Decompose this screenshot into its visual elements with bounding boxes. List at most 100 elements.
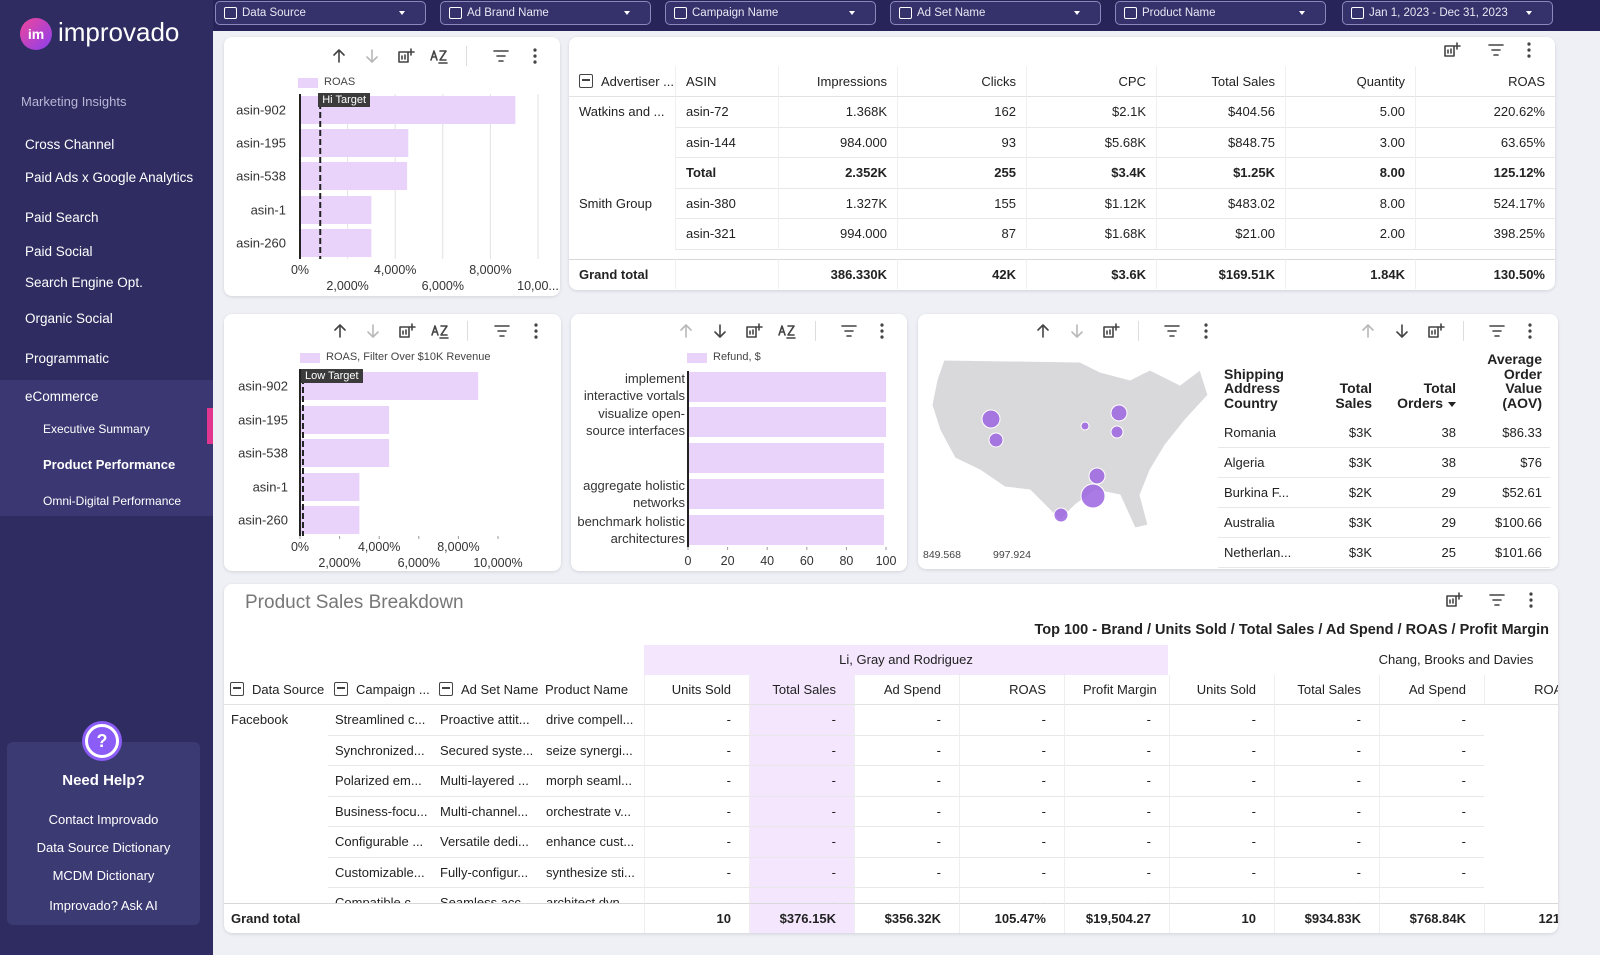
help-link[interactable]: Contact Improvado xyxy=(48,812,159,827)
icon-path xyxy=(1362,324,1374,338)
toolbar-chart[interactable] xyxy=(397,321,417,341)
map-bubble[interactable] xyxy=(981,409,1001,429)
table-cell: - xyxy=(959,766,1064,797)
table-cell: $3K xyxy=(1328,538,1380,568)
sidebar: im improvado Marketing Insights Cross Chann… xyxy=(0,0,213,955)
filter-dropdown[interactable]: Jan 1, 2023 - Dec 31, 2023 xyxy=(1342,1,1553,25)
toolbar-more[interactable] xyxy=(1521,590,1541,610)
table-cell: 93 xyxy=(897,127,1026,158)
nav-item[interactable]: eCommerce xyxy=(25,389,99,404)
filter-caret xyxy=(399,11,405,15)
toolbar-down[interactable] xyxy=(710,321,730,341)
toolbar-chart[interactable] xyxy=(396,46,416,66)
toolbar-filter[interactable] xyxy=(839,321,859,341)
filter-dropdown[interactable]: Product Name xyxy=(1115,1,1326,25)
grand-total-cell: 105.47% xyxy=(959,903,1064,933)
toolbar-filter[interactable] xyxy=(492,321,512,341)
toolbar-up[interactable] xyxy=(329,46,349,66)
filter-dropdown[interactable]: Campaign Name xyxy=(665,1,876,25)
table-cell: Secured syste... xyxy=(433,736,539,766)
map-bubble[interactable] xyxy=(1080,483,1106,509)
toolbar-up[interactable] xyxy=(1358,321,1378,341)
collapse-toggle[interactable] xyxy=(579,74,593,88)
nav-item[interactable]: Cross Channel xyxy=(25,137,115,152)
toolbar-chart[interactable] xyxy=(1444,590,1464,610)
toolbar-chart[interactable] xyxy=(1426,321,1446,341)
toolbar-down[interactable] xyxy=(363,321,383,341)
y-category-label: asin-260 xyxy=(238,512,288,528)
nav-item[interactable]: Paid Social xyxy=(25,244,93,259)
toolbar-up[interactable] xyxy=(676,321,696,341)
filter-dropdown[interactable]: Ad Set Name xyxy=(890,1,1101,25)
toolbar-up[interactable] xyxy=(1033,321,1053,341)
grand-total-cell: 10 xyxy=(1169,903,1274,933)
toolbar-more[interactable] xyxy=(525,46,545,66)
toolbar-more[interactable] xyxy=(1519,40,1539,60)
toolbar-more[interactable] xyxy=(872,321,892,341)
map-bubble[interactable] xyxy=(1080,421,1090,431)
toolbar-chart[interactable] xyxy=(744,321,764,341)
table-header: Campaign ... xyxy=(328,675,433,705)
table-cell: Customizable... xyxy=(328,858,433,888)
toolbar-chart[interactable] xyxy=(1101,321,1121,341)
table-cell: Total xyxy=(675,158,778,189)
collapse-toggle[interactable] xyxy=(439,682,453,696)
toolbar-az[interactable] xyxy=(430,321,450,341)
header-text: Impressions xyxy=(816,74,887,89)
toolbar-more[interactable] xyxy=(1520,321,1540,341)
collapse-toggle[interactable] xyxy=(230,682,244,696)
help-link[interactable]: MCDM Dictionary xyxy=(52,868,155,883)
table-header: ROAS xyxy=(959,675,1064,705)
toolbar-filter[interactable] xyxy=(1487,321,1507,341)
toolbar-filter[interactable] xyxy=(1162,321,1182,341)
table-header: ROAS xyxy=(1484,675,1558,705)
toolbar-chart[interactable] xyxy=(1442,40,1462,60)
table-header: Ad Spend xyxy=(854,675,959,705)
filter-dropdown[interactable]: Ad Brand Name xyxy=(440,1,651,25)
toolbar-filter[interactable] xyxy=(1487,590,1507,610)
table-header: Product Name xyxy=(539,675,644,705)
nav-item[interactable]: Search Engine Opt. xyxy=(25,275,143,290)
nav-item[interactable]: Paid Search xyxy=(25,210,99,225)
icon-path xyxy=(1444,42,1461,57)
map-bubble[interactable] xyxy=(1053,507,1069,523)
collapse-toggle[interactable] xyxy=(334,682,348,696)
table-cell: - xyxy=(1274,888,1379,903)
icon-path xyxy=(333,49,345,63)
map-bubble[interactable] xyxy=(1110,425,1124,439)
toolbar-down[interactable] xyxy=(1392,321,1412,341)
table-cell: $3K xyxy=(1328,508,1380,538)
map-bubble[interactable] xyxy=(1088,467,1106,485)
toolbar-down[interactable] xyxy=(362,46,382,66)
help-icon[interactable]: ? xyxy=(85,724,119,758)
chart-plot xyxy=(687,353,887,550)
toolbar-filter[interactable] xyxy=(1486,40,1506,60)
help-link[interactable]: Improvado? Ask AI xyxy=(49,898,158,913)
nav-item[interactable]: Organic Social xyxy=(25,311,113,326)
table-cell: 220.62% xyxy=(1415,97,1555,128)
toolbar-more[interactable] xyxy=(526,321,546,341)
nav-subitem[interactable]: Product Performance xyxy=(43,457,176,472)
nav-item[interactable]: Paid Ads x Google Analytics xyxy=(25,170,194,185)
map-bubble[interactable] xyxy=(1110,404,1128,422)
toolbar-down[interactable] xyxy=(1067,321,1087,341)
bar xyxy=(300,473,360,501)
table-cell: - xyxy=(644,857,749,888)
nav-subitem[interactable]: Executive Summary xyxy=(43,422,150,436)
nav-item[interactable]: Programmatic xyxy=(25,351,110,366)
toolbar-az[interactable] xyxy=(429,46,449,66)
toolbar-up[interactable] xyxy=(330,321,350,341)
toolbar-more[interactable] xyxy=(1196,321,1216,341)
filter-icon xyxy=(449,7,462,19)
icon-path xyxy=(714,324,726,338)
sort-indicator[interactable] xyxy=(1448,401,1456,407)
bar xyxy=(300,229,372,257)
help-link[interactable]: Data Source Dictionary xyxy=(36,840,171,855)
filter-dropdown[interactable]: Data Source xyxy=(215,1,426,25)
toolbar-separator xyxy=(815,321,816,341)
map-bubble[interactable] xyxy=(988,432,1004,448)
toolbar-az[interactable] xyxy=(777,321,797,341)
toolbar-filter[interactable] xyxy=(491,46,511,66)
nav-subitem[interactable]: Omni-Digital Performance xyxy=(43,494,182,508)
table-cell: 3.00 xyxy=(1285,127,1415,158)
